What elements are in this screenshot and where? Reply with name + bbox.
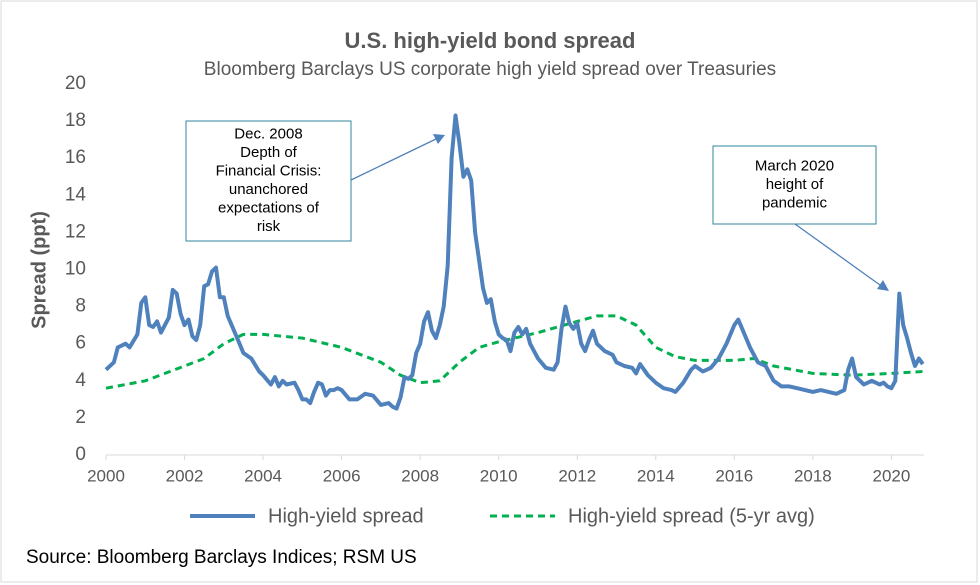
arrow-head <box>877 280 889 291</box>
annotation-text: Dec. 2008 <box>234 126 302 143</box>
x-tick-label: 2018 <box>794 466 832 485</box>
x-tick-label: 2016 <box>715 466 753 485</box>
annotation-text: March 2020 <box>755 157 834 174</box>
arrow-head <box>433 134 445 144</box>
y-tick-label: 6 <box>75 333 86 354</box>
annotation-text: height of <box>766 176 824 193</box>
annotation-text: unanchored <box>229 181 308 198</box>
annotation-text: risk <box>257 218 281 235</box>
y-tick-label: 20 <box>65 73 86 94</box>
y-axis-label: Spread (ppt) <box>28 211 50 329</box>
annotation-text: Financial Crisis: <box>216 163 322 180</box>
chart-subtitle: Bloomberg Barclays US corporate high yie… <box>204 59 776 80</box>
x-tick-label: 2008 <box>401 466 439 485</box>
y-tick-label: 4 <box>75 370 86 391</box>
source: Source: Bloomberg Barclays Indices; RSM … <box>26 547 417 568</box>
annotation-text: pandemic <box>762 194 828 211</box>
arrow <box>794 223 881 286</box>
annotation-text: expectations of <box>218 200 320 217</box>
series-line <box>104 113 925 411</box>
y-tick-label: 16 <box>65 147 86 168</box>
annotation-box <box>185 120 352 242</box>
y-tick-label: 10 <box>65 259 86 280</box>
annotation-text: Depth of <box>240 144 298 161</box>
chart-title: U.S. high-yield bond spread <box>345 28 636 53</box>
x-tick-label: 2006 <box>323 466 361 485</box>
x-tick-label: 2004 <box>244 466 282 485</box>
x-tick-label: 2010 <box>480 466 518 485</box>
x-tick-label: 2000 <box>87 466 125 485</box>
y-tick-label: 18 <box>65 110 86 131</box>
y-tick-label: 8 <box>75 296 86 317</box>
legend-label: High-yield spread <box>268 505 424 527</box>
y-tick-label: 14 <box>65 184 87 205</box>
x-tick-label: 2014 <box>637 466 675 485</box>
y-tick-label: 12 <box>65 221 86 242</box>
x-tick-label: 2020 <box>872 466 910 485</box>
annotation-box <box>712 145 877 225</box>
arrow <box>350 138 437 181</box>
legend-label: High-yield spread (5-yr avg) <box>568 505 815 527</box>
x-tick-label: 2002 <box>166 466 204 485</box>
annotation-arrows <box>350 134 889 291</box>
x-tick-label: 2012 <box>558 466 596 485</box>
y-tick-label: 0 <box>75 444 86 465</box>
y-tick-label: 2 <box>75 407 86 428</box>
